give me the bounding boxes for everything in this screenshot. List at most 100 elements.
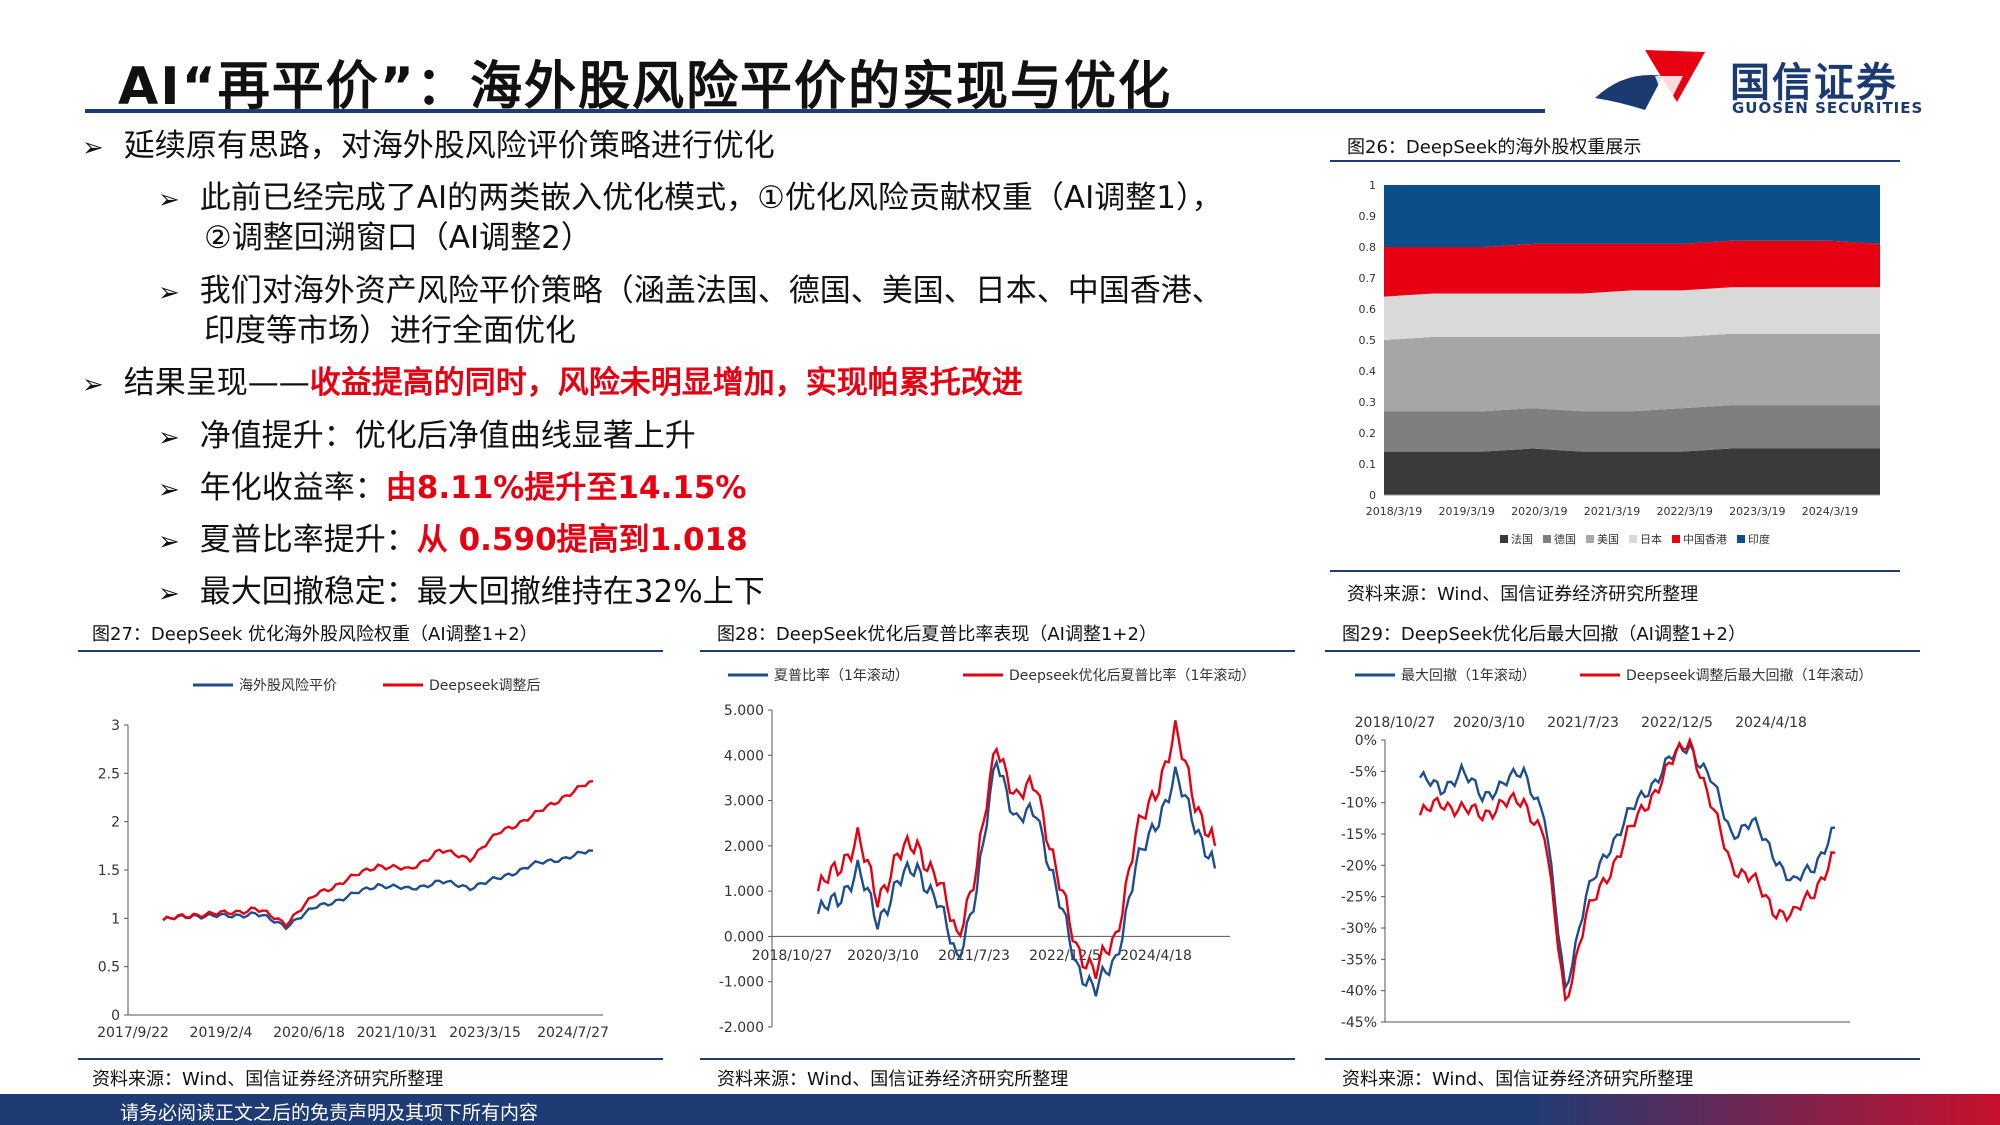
x-tick-label: 2023/3/19 (1729, 505, 1785, 518)
x-tick-label: 2022/12/5 (1641, 715, 1713, 731)
bullet-2-4: ➢ 最大回撤稳定：最大回撤维持在32%上下 (158, 566, 765, 611)
y-tick-label: 0.1 (1359, 458, 1377, 471)
x-tick-label: 2017/9/22 (97, 1025, 169, 1041)
y-tick-label: -5% (1350, 764, 1377, 780)
legend-swatch (1500, 535, 1508, 543)
logo-text-en: GUOSEN SECURITIES (1732, 99, 1924, 117)
fig27-title: 图27：DeepSeek 优化海外股风险权重（AI调整1+2） (92, 624, 538, 645)
bullet-2-2-prefix: 年化收益率： (199, 470, 386, 506)
x-tick-label: 2018/3/19 (1366, 505, 1422, 518)
series-line-0 (162, 849, 594, 931)
y-tick-label: -25% (1341, 890, 1377, 906)
legend-swatch (1586, 535, 1594, 543)
arrow-icon: ➢ (158, 527, 180, 557)
footer-disclaimer: 请务必阅读正文之后的免责声明及其项下所有内容 (120, 1102, 539, 1124)
bullet-1-1-line1: 此前已经完成了AI的两类嵌入优化模式，①优化风险贡献权重（AI调整1）， (199, 180, 1223, 216)
legend-label: 中国香港 (1683, 533, 1727, 546)
bullet-2-1-text: 净值提升：优化后净值曲线显著上升 (199, 418, 696, 454)
y-tick-label: -40% (1341, 984, 1377, 1000)
fig29-source: 资料来源：Wind、国信证券经济研究所整理 (1342, 1069, 1694, 1090)
y-tick-label: -45% (1341, 1015, 1377, 1031)
title-divider (85, 109, 1545, 113)
legend-swatch (1629, 535, 1637, 543)
y-tick-label: 0.7 (1359, 272, 1377, 285)
y-tick-label: 1 (1369, 179, 1376, 192)
x-tick-label: 2018/10/27 (1355, 715, 1436, 731)
fig29-chart: 最大回撤（1年滚动） Deepseek调整后最大回撤（1年滚动） -45% -40% -… (1341, 667, 1873, 1031)
fig28-source: 资料来源：Wind、国信证券经济研究所整理 (717, 1069, 1069, 1090)
fig27-source: 资料来源：Wind、国信证券经济研究所整理 (92, 1069, 444, 1090)
fig28-bottom-rule (700, 1058, 1295, 1060)
y-tick-label: -1.000 (719, 975, 764, 991)
legend-label: 法国 (1511, 532, 1533, 546)
fig26-top-rule (1330, 160, 1900, 162)
legend-swatch (1543, 535, 1551, 543)
legend-label: 日本 (1640, 532, 1662, 546)
y-tick-label: -20% (1341, 858, 1377, 874)
x-tick-label: 2022/12/5 (1029, 948, 1101, 964)
x-tick-label: 2019/2/4 (190, 1025, 253, 1041)
fig29-bottom-rule (1325, 1058, 1920, 1060)
y-tick-label: 3 (111, 718, 120, 734)
bullet-2-3-prefix: 夏普比率提升： (199, 522, 417, 558)
arrow-icon: ➢ (158, 579, 180, 609)
bullet-2-2-highlight: 由8.11%提升至14.15% (385, 470, 747, 506)
y-tick-label: -10% (1341, 796, 1377, 812)
fig29-title: 图29：DeepSeek优化后最大回撤（AI调整1+2） (1342, 624, 1746, 645)
series-line-0 (1419, 741, 1836, 991)
y-tick-label: 5.000 (724, 703, 764, 719)
legend-label: 美国 (1597, 533, 1619, 546)
bullet-2: ➢ 结果呈现——收益提高的同时，风险未明显增加，实现帕累托改进 (82, 357, 1023, 402)
x-tick-label: 2023/3/15 (449, 1025, 521, 1041)
y-tick-label: 0.5 (1359, 334, 1377, 347)
arrow-icon: ➢ (158, 475, 180, 505)
arrow-icon: ➢ (158, 423, 180, 453)
y-tick-label: 2.000 (724, 839, 764, 855)
x-tick-label: 2020/3/10 (847, 948, 919, 964)
legend-label: Deepseek优化后夏普比率（1年滚动） (1009, 667, 1255, 684)
arrow-icon: ➢ (82, 370, 104, 400)
fig28-top-rule (700, 650, 1295, 652)
bullet-1-text: 延续原有思路，对海外股风险评价策略进行优化 (123, 128, 775, 164)
area-series-0 (1384, 448, 1880, 495)
bullet-1: ➢ 延续原有思路，对海外股风险评价策略进行优化 (82, 120, 775, 165)
y-tick-label: 1 (111, 911, 120, 927)
arrow-icon: ➢ (82, 133, 104, 163)
x-tick-label: 2020/6/18 (273, 1025, 345, 1041)
y-tick-label: -35% (1341, 952, 1377, 968)
area-series-2 (1384, 333, 1880, 412)
x-tick-label: 2024/4/18 (1120, 948, 1192, 964)
x-tick-label: 2021/10/31 (357, 1025, 438, 1041)
y-tick-label: 0.9 (1359, 210, 1377, 223)
fig28-title: 图28：DeepSeek优化后夏普比率表现（AI调整1+2） (717, 624, 1157, 645)
legend-label: 最大回撤（1年滚动） (1401, 667, 1536, 684)
area-series-1 (1384, 405, 1880, 452)
x-tick-label: 2021/3/19 (1584, 505, 1640, 518)
area-series-3 (1384, 287, 1880, 340)
y-tick-label: 4.000 (724, 748, 764, 764)
fig27-chart: 海外股风险平价 Deepseek调整后 0 0.5 1 1.5 2 2.5 3 2017/9/22… (97, 678, 609, 1041)
x-tick-label: 2021/7/23 (938, 948, 1010, 964)
fig27-bottom-rule (78, 1058, 663, 1060)
series-line-1 (1418, 736, 1836, 1003)
y-tick-label: 0 (1369, 489, 1376, 502)
y-tick-label: -2.000 (719, 1020, 764, 1036)
fig29-top-rule (1325, 650, 1920, 652)
x-tick-label: 2024/3/19 (1802, 505, 1858, 518)
footer-accent (1530, 1094, 2000, 1125)
series-line-0 (816, 758, 1217, 997)
legend-label: 海外股风险平价 (239, 678, 337, 694)
y-tick-label: 3.000 (724, 794, 764, 810)
bullet-2-prefix: 结果呈现—— (123, 365, 310, 401)
y-tick-label: -30% (1341, 921, 1377, 937)
x-tick-label: 2020/3/10 (1453, 715, 1525, 731)
x-tick-label: 2022/3/19 (1656, 505, 1712, 518)
bullet-1-2-line2: 印度等市场）进行全面优化 (204, 313, 576, 349)
area-series-5 (1384, 185, 1880, 247)
bullet-1-1: ➢ 此前已经完成了AI的两类嵌入优化模式，①优化风险贡献权重（AI调整1）， (158, 172, 1223, 217)
series-line-1 (162, 779, 594, 929)
legend-label: Deepseek调整后最大回撤（1年滚动） (1626, 667, 1872, 684)
fig28-chart: 夏普比率（1年滚动） Deepseek优化后夏普比率（1年滚动） -2.000 -1.… (719, 667, 1256, 1036)
y-tick-label: 0.3 (1359, 396, 1377, 409)
bullet-1-1-line2: ②调整回溯窗口（AI调整2） (204, 220, 592, 256)
